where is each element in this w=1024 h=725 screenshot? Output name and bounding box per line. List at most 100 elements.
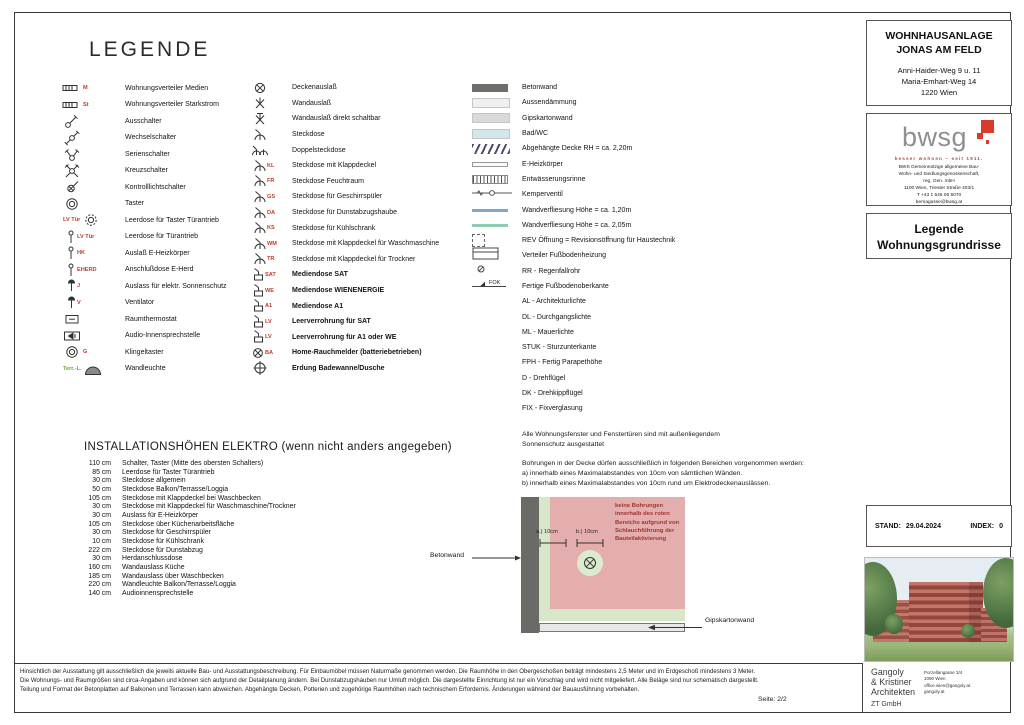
legend-tag: HK [77, 250, 86, 257]
legend-label: Steckdose mit Klappdeckel [292, 162, 377, 170]
fok-swatch: FOK [472, 277, 514, 296]
dim-b-label: b.) 10cm [576, 529, 598, 535]
install-height-label: Leerdose für Taster Türantrieb [122, 468, 215, 476]
bwsg-logo-square-icon [981, 120, 994, 133]
legend-row: G Klingeltaster [62, 344, 250, 361]
legend-label: Steckdose [292, 131, 325, 139]
bwsg-address-line: reg. Gen. mbH [923, 178, 955, 184]
install-height-label: Steckdose mit Klappdeckel bei Waschbecke… [122, 494, 261, 502]
sheet-name: Legende Wohnungsgrundrisse [867, 221, 1011, 253]
note-line: Sonnenschutz ausgestattet [522, 440, 604, 448]
legend-label: Wohnungsverteiler Medien [125, 84, 209, 92]
legend-swatch-cell [472, 186, 522, 204]
install-height-label: Steckdose für Geschirrspüler [122, 529, 211, 537]
svg-text:FOK: FOK [489, 280, 501, 286]
dim-a-label: a.) 10cm [536, 529, 558, 535]
wandauslass-icon [250, 95, 270, 111]
legend-tag: LV Tür [77, 233, 95, 240]
legend-row: FR Steckdose Feuchtraum [250, 174, 475, 190]
legend-row: RR - Regenfallrohr [472, 264, 812, 279]
audio-icon [62, 328, 82, 344]
install-height-value: 10 cm [92, 538, 111, 546]
legend-label: Home-Rauchmelder (batteriebetrieben) [292, 349, 422, 357]
legend-label: E-Heizkörper [522, 160, 563, 168]
legend-symbol-cell: LV Tür [62, 212, 125, 228]
legend-swatch-cell [472, 143, 522, 154]
footer-divider [14, 663, 1009, 664]
legend-label: Betonwand [522, 84, 558, 92]
install-height-value: 30 cm [92, 477, 111, 485]
mediendose-icon [250, 329, 264, 345]
architect-box: Gangoly & Kristiner Architekten ZT GmbH … [862, 663, 1010, 712]
legend-swatch-cell [472, 83, 522, 92]
legend-label: Erdung Badewanne/Dusche [292, 364, 385, 372]
dot-stem-icon [62, 295, 76, 311]
note-line: b) innerhalb eines Maximalabstandes von … [522, 479, 771, 487]
legend-row: Wandverfliesung Höhe = ca. 1,20m [472, 202, 812, 217]
tree [961, 624, 975, 638]
project-address-line: Anni-Haider-Weg 9 u. 11 [897, 66, 981, 76]
betonwand-label: Betonwand [430, 552, 465, 559]
deckenauslass-icon [584, 557, 596, 569]
install-height-row: 85 cm Leerdose für Taster Türantrieb [84, 468, 296, 477]
legend-row: AL - Architekturlichte [472, 294, 812, 309]
architect-address-line: 1090 Wien [924, 676, 946, 682]
legend-symbol-cell: DA [250, 205, 292, 221]
ausschalter-icon [62, 113, 82, 129]
legend-label: Wandverfliesung Höhe = ca. 1,20m [522, 206, 632, 214]
install-height-value: 220 cm [88, 581, 111, 589]
install-height-row: 50 cm Steckdose Balkon/Terrasse/Loggia [84, 485, 296, 494]
note-line: Bohrungen in der Decke dürfen ausschließ… [522, 460, 804, 467]
steckdose-icon [250, 220, 266, 236]
install-height-row: 110 cm Schalter, Taster (Mitte des oberst… [84, 459, 296, 468]
legend-row: E-Heizkörper [472, 156, 812, 171]
architect-name-line: & Kristiner [871, 676, 912, 687]
gipskarton-pointer [648, 624, 702, 631]
legend-tag: Terr.-L. [63, 365, 82, 372]
legend-row: Wandauslaß [250, 96, 475, 112]
legend-label: Auslaß E-Heizkörper [125, 249, 190, 257]
legend-label: Kemperventil [522, 191, 563, 199]
legend-row: Bad/WC [472, 126, 812, 141]
legend-row: STUK - Sturzunterkante [472, 340, 812, 355]
legend-label: Wechselschalter [125, 134, 177, 142]
install-height-label: Herdanschlussdose [122, 555, 183, 563]
project-title: WOHNHAUSANLAGE JONAS AM FELD [867, 30, 1011, 57]
legend-row: Aussendämmung [472, 95, 812, 110]
legend-label: Wandauslaß [292, 99, 332, 107]
legend-label: Wandverfliesung Höhe = ca. 2,05m [522, 221, 632, 229]
legend-row: KS Steckdose für Kühlschrank [250, 220, 475, 236]
page-title: LEGENDE [89, 38, 211, 61]
install-height-value: 30 cm [92, 529, 111, 537]
legend-symbol-cell: LV [250, 329, 292, 345]
legend-row: SAT Mediendose SAT [250, 267, 475, 283]
legend-row: Kemperventil [472, 187, 812, 202]
legend-symbol-cell [62, 328, 125, 344]
footer-disclaimer-line: Hinsichtlich der Ausstattung gilt aussch… [20, 668, 756, 675]
steckdose-icon [250, 173, 266, 189]
architect-address: Porzellangasse 3/4 1090 Wien office.wien… [924, 670, 970, 712]
install-height-row: 30 cm Steckdose für Geschirrspüler [84, 529, 296, 538]
legend-tag: KL [267, 162, 275, 169]
legend-label: Leerverrohrung für A1 oder WE [292, 333, 397, 341]
lawn [865, 645, 1013, 661]
legend-swatch-cell [472, 246, 522, 266]
steckdose-icon [250, 189, 266, 205]
footer-disclaimer: Hinsichtlich der Ausstattung gilt aussch… [20, 667, 854, 694]
legend-row: Audio-Innensprechstelle [62, 328, 250, 345]
heizkoerper-swatch [472, 161, 508, 167]
taster-icon [62, 344, 82, 360]
legend-label: Raumthermostat [125, 315, 177, 323]
dot-stem-icon [62, 278, 76, 294]
legend-row: Terr.-L. Wandleuchte [62, 361, 250, 378]
legend-row: Kreuzschalter [62, 163, 250, 180]
steckdose-icon [250, 158, 266, 174]
legend-tag: EHERD [77, 266, 97, 273]
install-height-row: 30 cm Auslass für E-Heizkörper [84, 511, 296, 520]
install-height-value: 185 cm [88, 572, 111, 580]
legend-row: WE Mediendose WIENENERGIE [250, 283, 475, 299]
legend-row: ML - Mauerlichte [472, 325, 812, 340]
install-height-label: Steckdose für Dunstabzug [122, 546, 203, 554]
dim-b-arrow [576, 539, 604, 547]
legend-row: Entwässerungsrinne [472, 172, 812, 187]
